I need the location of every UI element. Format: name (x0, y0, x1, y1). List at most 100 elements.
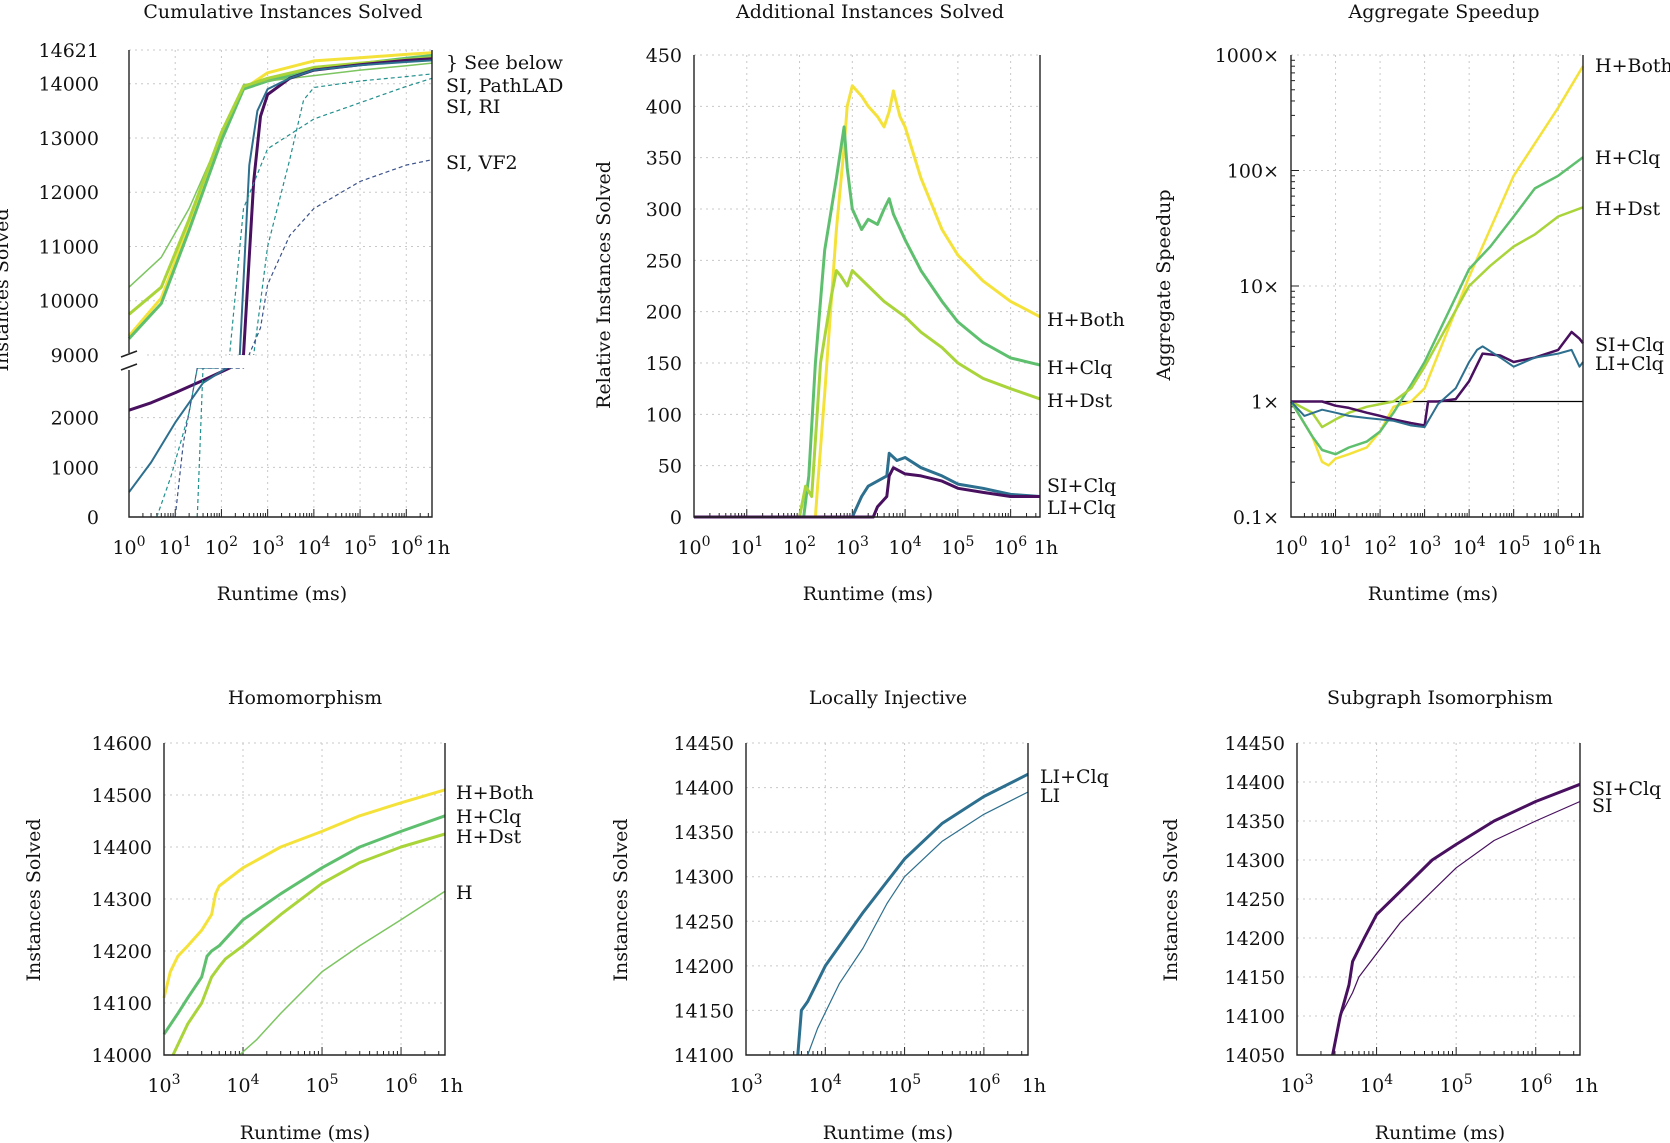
additional-ytick-label: 250 (646, 250, 682, 272)
cumulative-ytick-label: 14000 (39, 74, 99, 96)
speedup-xtick-label: 105 (1497, 534, 1530, 559)
speedup-xtick-label: 1h (1577, 537, 1601, 559)
legend-si-si-clq: SI+Clq (1592, 778, 1661, 800)
li-ytick-label: 14400 (674, 778, 734, 800)
si-ytick-label: 14150 (1225, 967, 1285, 989)
legend-additional-li-clq: LI+Clq (1047, 497, 1116, 519)
annotation-vf2: SI, VF2 (446, 152, 518, 174)
cumulative-xtick-label: 104 (297, 534, 330, 559)
cumulative-series-h-both (127, 51, 433, 337)
speedup-series-h-clq (1289, 156, 1584, 456)
title-homomorphism: Homomorphism (228, 687, 382, 709)
speedup-xtick-label: 103 (1408, 534, 1441, 559)
si-series-si (1339, 800, 1581, 1017)
li-axes (745, 743, 1029, 1056)
hom-series-h (238, 890, 446, 1056)
legend-li-li-clq: LI+Clq (1040, 766, 1109, 788)
hom-ytick-label: 14300 (92, 889, 152, 911)
legend-additional-h-clq: H+Clq (1047, 357, 1112, 379)
speedup-ytick-label: 1000× (1215, 45, 1279, 67)
additional-xtick-label: 1h (1034, 537, 1058, 559)
li-xtick-label: 103 (729, 1072, 762, 1097)
speedup-xtick-label: 101 (1319, 534, 1352, 559)
hom-ytick-label: 14200 (92, 941, 152, 963)
speedup-xtick-label: 106 (1542, 534, 1575, 559)
legend-si-si: SI (1592, 795, 1613, 817)
hom-series-h-dst (171, 832, 446, 1056)
additional-ytick-label: 0 (670, 507, 682, 529)
cumulative-ytick-label: 1000 (51, 457, 99, 479)
si-ytick-label: 14450 (1225, 733, 1285, 755)
hom-series-h-clq (162, 814, 446, 1036)
ylabel-cumulative: Instances Solved (0, 208, 13, 371)
additional-ytick-label: 450 (646, 45, 682, 67)
cumulative-ytick-label: 13000 (39, 128, 99, 150)
additional-ytick-label: 100 (646, 404, 682, 426)
speedup-series-si-clq (1291, 330, 1584, 427)
si-ytick-label: 14350 (1225, 811, 1285, 833)
additional-ytick-label: 400 (646, 96, 682, 118)
cumulative-ytick-label: 0 (87, 507, 99, 529)
speedup-series-li-clq (1290, 345, 1584, 429)
title-subgraph-isomorphism: Subgraph Isomorphism (1327, 687, 1553, 709)
additional-xtick-label: 105 (941, 534, 974, 559)
panel-cumulative: 9000 10000 11000 12000 13000 14000 14621 0 1000 2… (39, 40, 451, 559)
legend-hom-h: H (456, 882, 473, 904)
si-ytick-label: 14250 (1225, 889, 1285, 911)
hom-ytick-label: 14000 (92, 1045, 152, 1067)
additional-ytick-label: 50 (658, 456, 682, 478)
cumulative-xtick-label: 105 (344, 534, 377, 559)
ylabel-additional: Relative Instances Solved (593, 161, 615, 409)
title-additional: Additional Instances Solved (735, 1, 1004, 23)
additional-ytick-label: 300 (646, 199, 682, 221)
legend-speedup-h-both: H+Both (1595, 55, 1670, 77)
cumulative-axes (128, 50, 433, 518)
si-xtick-label: 103 (1280, 1072, 1313, 1097)
speedup-xtick-label: 100 (1274, 534, 1307, 559)
si-xtick-label: 1h (1574, 1075, 1598, 1097)
li-ytick-label: 14100 (674, 1045, 734, 1067)
ylabel-homomorphism: Instances Solved (23, 818, 45, 981)
annotation-ri: SI, RI (446, 96, 500, 118)
si-ytick-label: 14300 (1225, 850, 1285, 872)
xlabel-homomorphism: Runtime (ms) (240, 1122, 370, 1143)
title-cumulative: Cumulative Instances Solved (143, 1, 422, 23)
panel-additional: 0 50 100 150 200 250 300 350 400 450 100 101 102 103 1… (646, 45, 1058, 559)
cumulative-xtick-label: 101 (159, 534, 192, 559)
additional-xtick-label: 101 (730, 534, 763, 559)
additional-series-si-clq (694, 451, 1041, 519)
hom-xtick-label: 105 (305, 1072, 338, 1097)
li-ytick-label: 14250 (674, 911, 734, 933)
additional-xtick-label: 104 (889, 534, 922, 559)
legend-speedup-h-dst: H+Dst (1595, 198, 1660, 220)
panel-li: 14100 14150 14200 14250 14300 14350 14400 14450… (674, 733, 1047, 1097)
speedup-series-h-dst (1290, 206, 1584, 429)
cumulative-series-si-pathlad (156, 77, 433, 518)
hom-ytick-label: 14600 (92, 733, 152, 755)
xlabel-speedup: Runtime (ms) (1368, 583, 1498, 605)
additional-ytick-label: 200 (646, 302, 682, 324)
si-xtick-label: 106 (1519, 1072, 1552, 1097)
cumulative-xtick-label: 102 (205, 534, 238, 559)
cumulative-series-si-vf2 (174, 159, 433, 518)
si-ytick-label: 14050 (1225, 1045, 1285, 1067)
legend-speedup-li-clq: LI+Clq (1595, 353, 1664, 375)
hom-series-h-both (162, 788, 446, 999)
additional-xtick-label: 106 (994, 534, 1027, 559)
hom-xtick-label: 104 (226, 1072, 259, 1097)
si-ytick-label: 14100 (1225, 1006, 1285, 1028)
panel-si: 14050 14100 14150 14200 14250 14300 14350 14400… (1225, 733, 1599, 1097)
li-xtick-label: 105 (888, 1072, 921, 1097)
additional-ytick-label: 350 (646, 148, 682, 170)
speedup-ytick-label: 10× (1239, 276, 1279, 298)
legend-hom-h-dst: H+Dst (456, 826, 521, 848)
li-xtick-label: 1h (1022, 1075, 1046, 1097)
xlabel-cumulative: Runtime (ms) (217, 583, 347, 605)
speedup-ytick-label: 0.1× (1233, 507, 1279, 529)
legend-hom-h-clq: H+Clq (456, 806, 521, 828)
cumulative-xtick-label: 100 (112, 534, 145, 559)
ylabel-subgraph-isomorphism: Instances Solved (1160, 818, 1182, 981)
cumulative-series-li (128, 59, 433, 493)
annotation-pathlad: SI, PathLAD (446, 75, 563, 97)
